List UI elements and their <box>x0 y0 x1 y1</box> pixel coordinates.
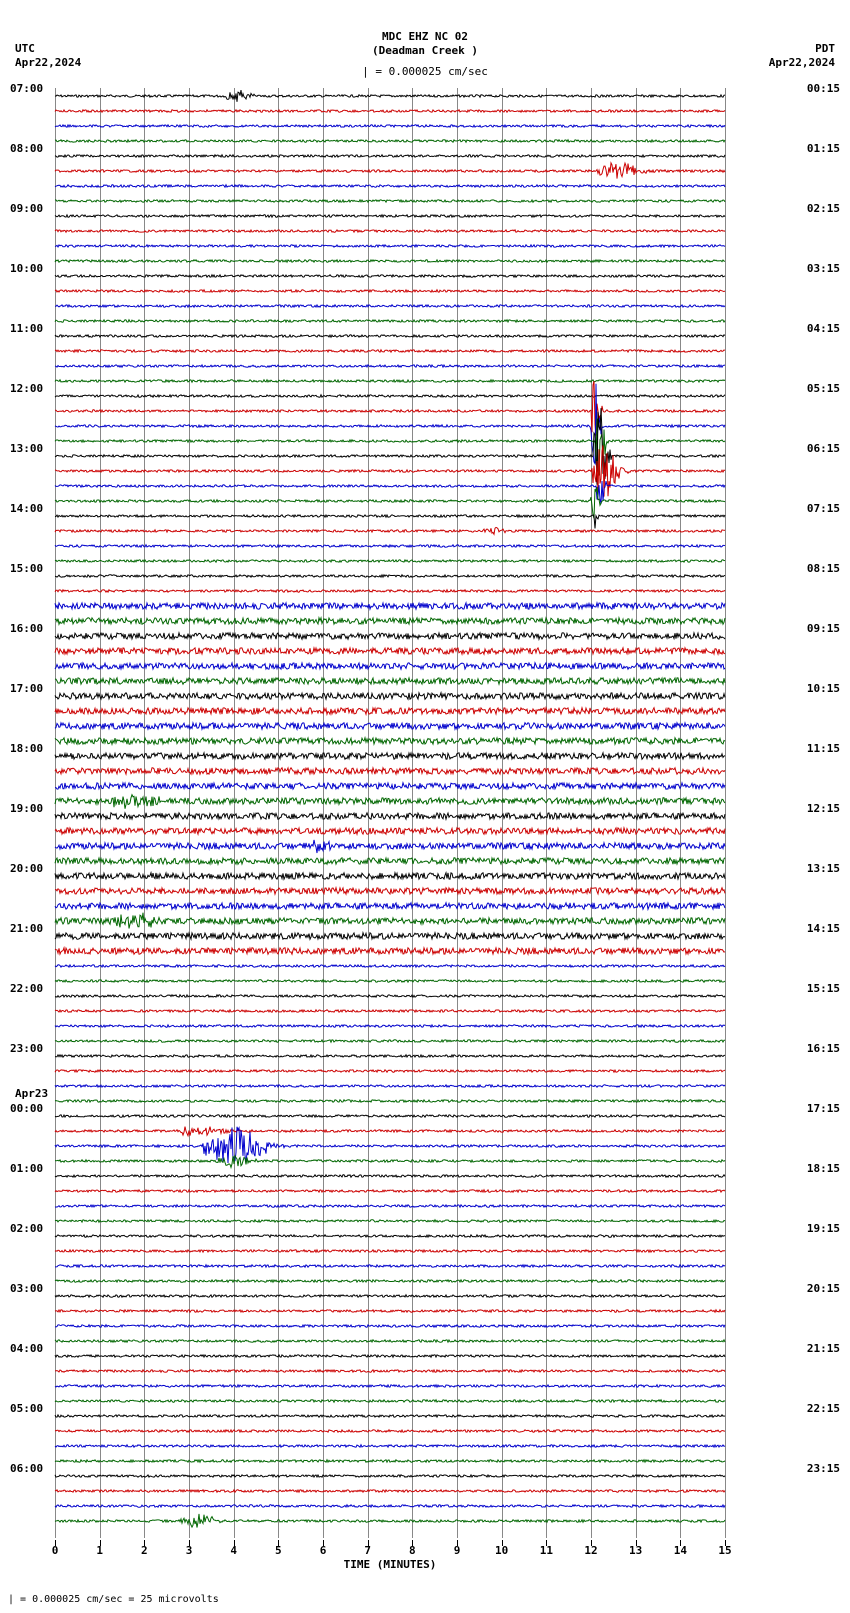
x-axis-title: TIME (MINUTES) <box>55 1558 725 1571</box>
hour-label-left: 05:00 <box>10 1402 43 1415</box>
timezone-right-label: PDT <box>815 42 835 55</box>
hour-label-left: 23:00 <box>10 1042 43 1055</box>
hour-label-right: 22:15 <box>807 1402 840 1415</box>
hour-label-right: 03:15 <box>807 262 840 275</box>
hour-label-right: 01:15 <box>807 142 840 155</box>
hour-label-right: 23:15 <box>807 1462 840 1475</box>
hour-label-right: 19:15 <box>807 1222 840 1235</box>
x-tick-label: 9 <box>454 1544 461 1557</box>
trace-row <box>55 1513 725 1528</box>
x-tick-label: 2 <box>141 1544 148 1557</box>
date-change-label: Apr23 <box>15 1087 48 1100</box>
hour-label-left: 14:00 <box>10 502 43 515</box>
hour-label-left: 13:00 <box>10 442 43 455</box>
hour-label-right: 02:15 <box>807 202 840 215</box>
hour-label-left: 06:00 <box>10 1462 43 1475</box>
timezone-left-label: UTC <box>15 42 35 55</box>
x-tick-label: 6 <box>320 1544 327 1557</box>
hour-label-left: 16:00 <box>10 622 43 635</box>
hour-label-right: 13:15 <box>807 862 840 875</box>
hour-label-right: 09:15 <box>807 622 840 635</box>
hour-label-right: 10:15 <box>807 682 840 695</box>
seismogram-container: MDC EHZ NC 02 (Deadman Creek ) | = 0.000… <box>0 0 850 1613</box>
x-tick-label: 8 <box>409 1544 416 1557</box>
station-title: MDC EHZ NC 02 <box>0 30 850 43</box>
x-tick-label: 3 <box>186 1544 193 1557</box>
hour-label-right: 14:15 <box>807 922 840 935</box>
x-tick-label: 0 <box>52 1544 59 1557</box>
hour-label-right: 21:15 <box>807 1342 840 1355</box>
hour-label-right: 11:15 <box>807 742 840 755</box>
hour-label-left: 18:00 <box>10 742 43 755</box>
hour-label-left: 22:00 <box>10 982 43 995</box>
hour-label-left: 01:00 <box>10 1162 43 1175</box>
hour-label-right: 12:15 <box>807 802 840 815</box>
hour-label-right: 17:15 <box>807 1102 840 1115</box>
seismogram-plot <box>55 88 725 1538</box>
hour-label-left: 11:00 <box>10 322 43 335</box>
hour-label-left: 00:00 <box>10 1102 43 1115</box>
hour-label-left: 04:00 <box>10 1342 43 1355</box>
hour-label-right: 06:15 <box>807 442 840 455</box>
x-tick-label: 4 <box>230 1544 237 1557</box>
station-subtitle: (Deadman Creek ) <box>0 44 850 57</box>
x-tick-label: 7 <box>364 1544 371 1557</box>
x-tick-label: 10 <box>495 1544 508 1557</box>
hour-label-left: 10:00 <box>10 262 43 275</box>
hour-label-left: 08:00 <box>10 142 43 155</box>
hour-label-left: 12:00 <box>10 382 43 395</box>
hour-label-left: 21:00 <box>10 922 43 935</box>
hour-label-right: 15:15 <box>807 982 840 995</box>
hour-label-right: 05:15 <box>807 382 840 395</box>
x-tick-label: 14 <box>674 1544 687 1557</box>
hour-label-right: 07:15 <box>807 502 840 515</box>
x-axis: TIME (MINUTES) 0123456789101112131415 <box>55 1540 725 1580</box>
hour-label-right: 18:15 <box>807 1162 840 1175</box>
date-right-label: Apr22,2024 <box>769 56 835 69</box>
gridline <box>725 88 726 1538</box>
hour-label-left: 17:00 <box>10 682 43 695</box>
footer-scale: | = 0.000025 cm/sec = 25 microvolts <box>8 1594 219 1605</box>
hour-label-left: 19:00 <box>10 802 43 815</box>
x-tick-label: 5 <box>275 1544 282 1557</box>
hour-label-left: 03:00 <box>10 1282 43 1295</box>
hour-label-left: 09:00 <box>10 202 43 215</box>
hour-label-right: 08:15 <box>807 562 840 575</box>
x-tick-label: 11 <box>540 1544 553 1557</box>
x-tick-label: 15 <box>718 1544 731 1557</box>
hour-label-right: 00:15 <box>807 82 840 95</box>
hour-label-right: 04:15 <box>807 322 840 335</box>
hour-label-right: 20:15 <box>807 1282 840 1295</box>
x-tick-label: 13 <box>629 1544 642 1557</box>
hour-label-left: 02:00 <box>10 1222 43 1235</box>
x-tick-label: 12 <box>584 1544 597 1557</box>
hour-label-left: 07:00 <box>10 82 43 95</box>
hour-label-left: 20:00 <box>10 862 43 875</box>
hour-label-right: 16:15 <box>807 1042 840 1055</box>
hour-label-left: 15:00 <box>10 562 43 575</box>
x-tick-label: 1 <box>96 1544 103 1557</box>
